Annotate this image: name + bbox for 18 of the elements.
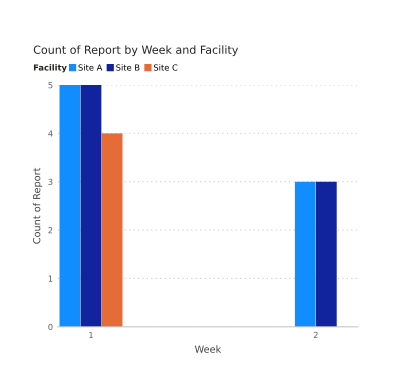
chart-title: Count of Report by Week and Facility <box>34 45 238 56</box>
y-tick-label: 3 <box>48 178 52 186</box>
y-tick-label: 5 <box>48 82 52 88</box>
y-axis-title: Count of Report <box>32 168 42 244</box>
y-tick-label: 2 <box>48 227 52 234</box>
y-tick-label: 4 <box>48 130 53 137</box>
bar <box>316 182 337 327</box>
bar <box>80 85 102 327</box>
x-axis-title: Week <box>194 345 222 353</box>
bar <box>294 182 316 327</box>
legend-title: Facility <box>34 64 67 72</box>
legend-label: Site B <box>116 64 140 71</box>
legend-label: Site C <box>154 64 178 71</box>
y-tick-label: 1 <box>48 276 52 282</box>
bar <box>60 85 80 327</box>
legend-label: Site A <box>78 64 102 71</box>
bar <box>102 133 122 327</box>
y-tick-label: 0 <box>48 324 53 330</box>
